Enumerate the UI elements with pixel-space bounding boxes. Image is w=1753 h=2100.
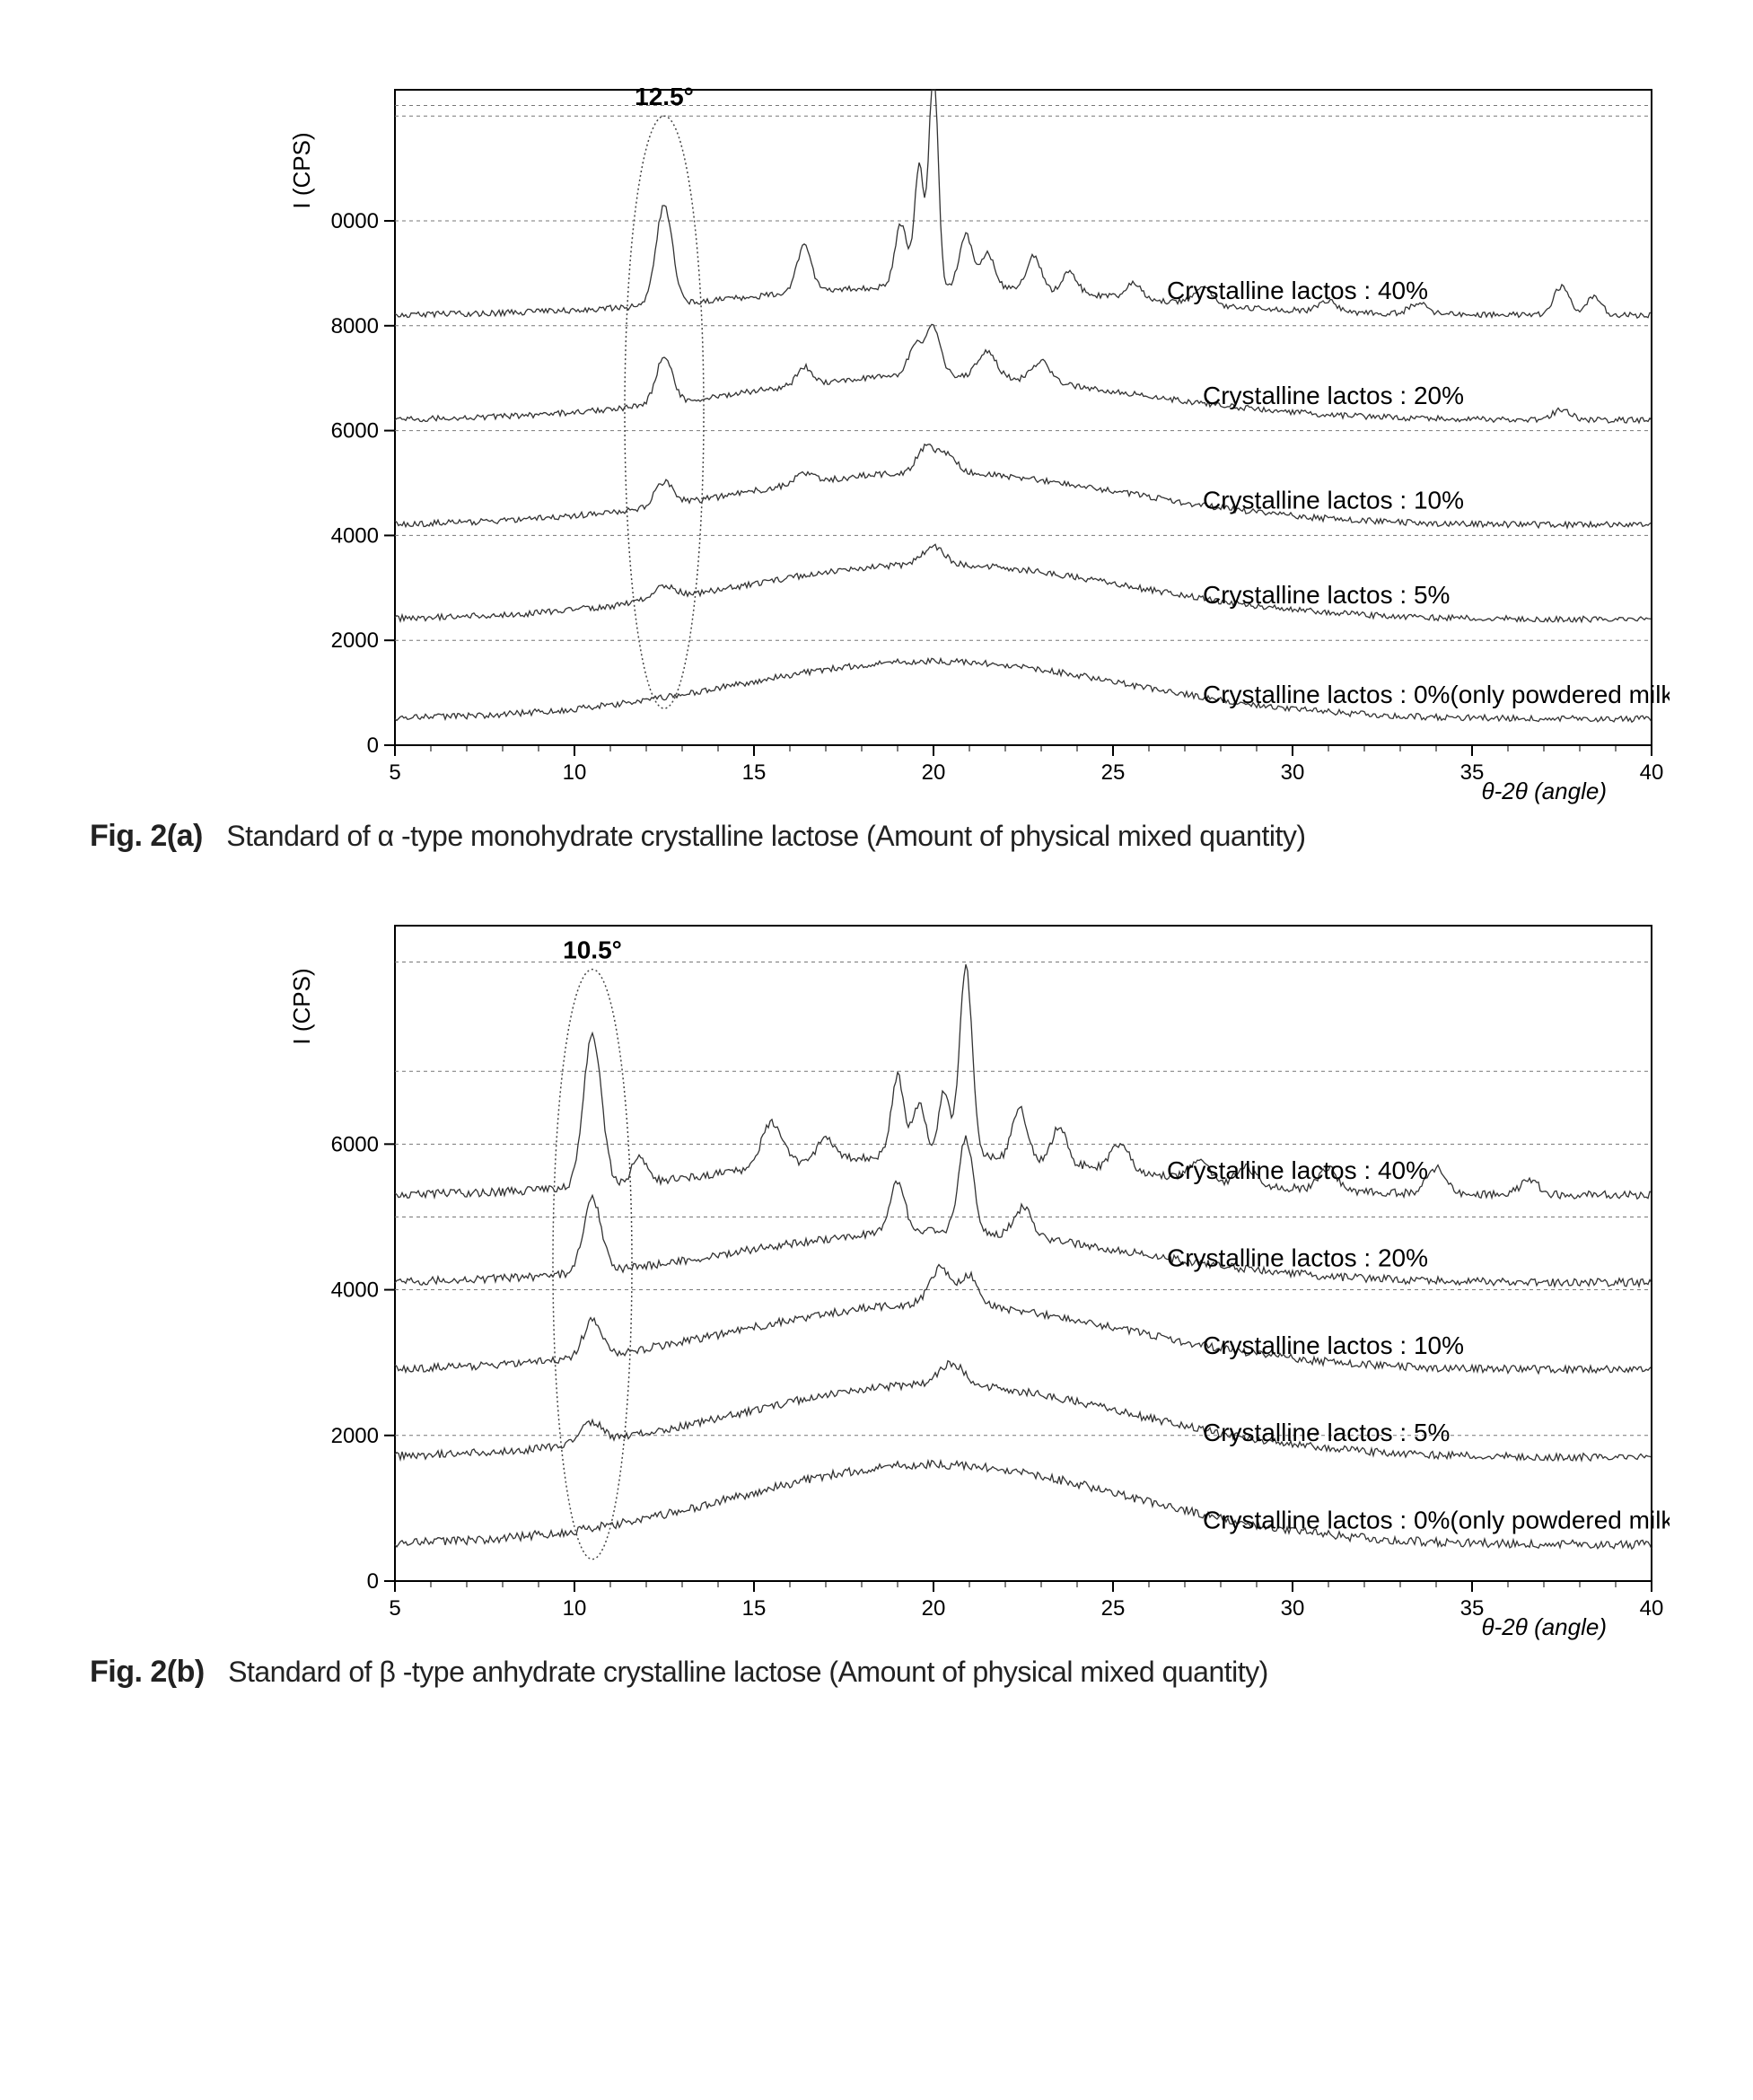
- svg-text:40: 40: [1640, 1596, 1664, 1621]
- svg-text:4000: 4000: [331, 1278, 379, 1303]
- svg-text:35: 35: [1460, 760, 1485, 785]
- svg-text:10: 10: [563, 760, 587, 785]
- xrd-chart-b: 5 10 15 20 25 30 35 40 0 2000 4000 6000 I (CPS) θ-2θ …: [269, 908, 1670, 1644]
- svg-text:Crystalline lactos : 20%: Crystalline lactos : 20%: [1167, 1243, 1428, 1271]
- svg-text:35: 35: [1460, 1596, 1485, 1621]
- svg-text:5: 5: [389, 760, 400, 785]
- svg-text:4000: 4000: [331, 523, 379, 548]
- svg-text:40: 40: [1640, 760, 1664, 785]
- svg-text:0: 0: [367, 734, 379, 758]
- svg-text:θ-2θ (angle): θ-2θ (angle): [1482, 1613, 1607, 1640]
- svg-text:20: 20: [922, 760, 946, 785]
- caption-text-b: Standard of β -type anhydrate crystallin…: [228, 1656, 1268, 1688]
- svg-text:0000: 0000: [331, 209, 379, 233]
- svg-text:15: 15: [742, 1596, 767, 1621]
- chart-a-container: 5 10 15 20 25 30 35 40 0 2000 4000 6000 8000 0000 I (C…: [269, 72, 1670, 808]
- svg-text:10.5°: 10.5°: [563, 936, 622, 964]
- svg-text:15: 15: [742, 760, 767, 785]
- svg-text:10: 10: [563, 1596, 587, 1621]
- svg-text:I (CPS): I (CPS): [288, 132, 315, 208]
- svg-text:Crystalline lactos : 5%: Crystalline lactos : 5%: [1203, 581, 1450, 609]
- chart-b-container: 5 10 15 20 25 30 35 40 0 2000 4000 6000 I (CPS) θ-2θ …: [269, 908, 1670, 1644]
- xrd-chart-a: 5 10 15 20 25 30 35 40 0 2000 4000 6000 8000 0000 I (C…: [269, 72, 1670, 808]
- svg-text:30: 30: [1281, 1596, 1305, 1621]
- svg-text:I (CPS): I (CPS): [288, 968, 315, 1044]
- svg-text:6000: 6000: [331, 419, 379, 444]
- svg-text:20: 20: [922, 1596, 946, 1621]
- svg-text:6000: 6000: [331, 1132, 379, 1156]
- svg-text:Crystalline lactos : 40%: Crystalline lactos : 40%: [1167, 1156, 1428, 1184]
- figure-2a: 5 10 15 20 25 30 35 40 0 2000 4000 6000 8000 0000 I (C…: [90, 72, 1663, 854]
- svg-text:5: 5: [389, 1596, 400, 1621]
- caption-a: Fig. 2(a) Standard of α -type monohydrat…: [90, 819, 1663, 854]
- figure-2b: 5 10 15 20 25 30 35 40 0 2000 4000 6000 I (CPS) θ-2θ …: [90, 908, 1663, 1690]
- svg-text:0: 0: [367, 1569, 379, 1594]
- svg-text:2000: 2000: [331, 628, 379, 653]
- svg-text:Crystalline lactos : 0%(only p: Crystalline lactos : 0%(only powdered mi…: [1203, 681, 1670, 708]
- svg-text:Crystalline lactos : 20%: Crystalline lactos : 20%: [1203, 382, 1464, 409]
- svg-text:25: 25: [1101, 1596, 1126, 1621]
- svg-text:25: 25: [1101, 760, 1126, 785]
- caption-text-a: Standard of α -type monohydrate crystall…: [226, 820, 1305, 852]
- svg-text:Crystalline lactos : 10%: Crystalline lactos : 10%: [1203, 487, 1464, 514]
- svg-text:Crystalline lactos : 5%: Crystalline lactos : 5%: [1203, 1419, 1450, 1446]
- caption-b: Fig. 2(b) Standard of β -type anhydrate …: [90, 1655, 1663, 1690]
- figure-label-b: Fig. 2(b): [90, 1655, 205, 1689]
- figure-label-a: Fig. 2(a): [90, 819, 203, 853]
- svg-text:Crystalline lactos : 40%: Crystalline lactos : 40%: [1167, 277, 1428, 304]
- svg-text:12.5°: 12.5°: [635, 83, 694, 110]
- svg-text:θ-2θ (angle): θ-2θ (angle): [1482, 778, 1607, 804]
- svg-text:Crystalline lactos : 10%: Crystalline lactos : 10%: [1203, 1331, 1464, 1359]
- svg-text:2000: 2000: [331, 1424, 379, 1448]
- svg-text:30: 30: [1281, 760, 1305, 785]
- svg-text:8000: 8000: [331, 314, 379, 338]
- svg-text:Crystalline lactos : 0%(only p: Crystalline lactos : 0%(only powdered mi…: [1203, 1506, 1670, 1533]
